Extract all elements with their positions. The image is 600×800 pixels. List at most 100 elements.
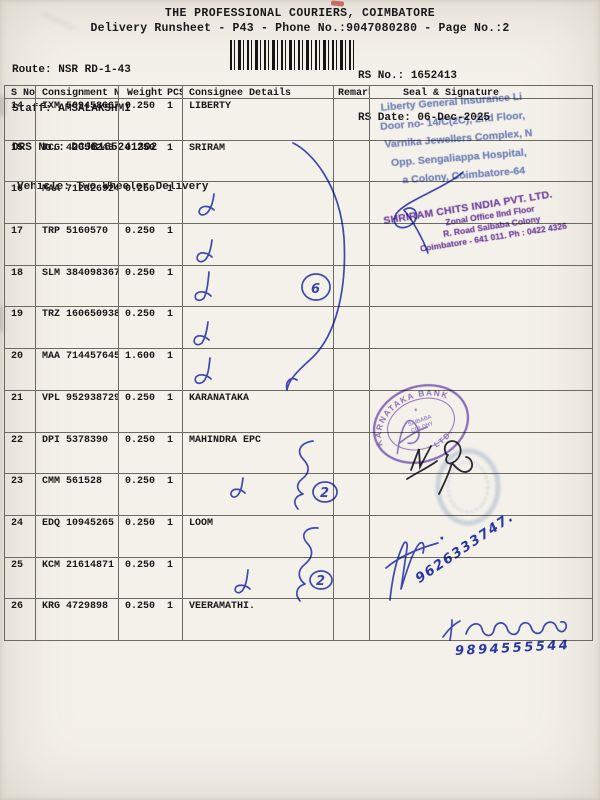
- table-row: 19 TRZ 160650938 0.250 1: [5, 307, 592, 350]
- rs-no-value: 1652413: [410, 70, 458, 82]
- cell-weight: 0.250: [125, 101, 156, 112]
- cell-sno: 21: [5, 390, 36, 432]
- vehicle-label: Vehicle:: [17, 181, 77, 193]
- drs-label: DRS No.:: [12, 142, 72, 154]
- cell-weight: 0.250: [125, 142, 156, 154]
- cell-weight: 0.250: [125, 476, 156, 488]
- cell-weight: 0.250: [125, 309, 156, 321]
- runsheet-barcode: [230, 40, 356, 70]
- table-row: 23 CMM 561528 0.250 1: [5, 474, 592, 516]
- cell-consignment: TRZ 160650938: [36, 307, 119, 349]
- cell-consignment: MAA 714457645: [36, 349, 119, 390]
- cell-remarks: [334, 224, 370, 265]
- cell-weight: 0.250: [125, 517, 156, 529]
- cell-remarks: [334, 599, 370, 640]
- cell-pcs: 1: [164, 390, 183, 432]
- cell-sno: 26: [5, 599, 36, 640]
- company-title: THE PROFESSIONAL COURIERS, COIMBATORE: [164, 7, 436, 20]
- cell-consignment: TRP 5160570: [36, 224, 119, 265]
- cell-pcs: 1: [164, 99, 183, 140]
- cell-seal-signature: [370, 599, 592, 640]
- cell-consignment: EDQ 10945265: [36, 515, 119, 557]
- cell-consignee: [183, 224, 334, 265]
- table-row: 16 MAA 712326924 0.250 1: [5, 182, 592, 225]
- cell-sno: 23: [5, 474, 36, 515]
- route-line: Route: NSR RD-1-43: [12, 64, 208, 77]
- cell-seal-signature: [370, 349, 592, 390]
- cell-remarks: [334, 99, 370, 140]
- cell-consignment: VPL 952938729: [36, 390, 119, 432]
- cell-seal-signature: [370, 391, 592, 432]
- cell-sno: 25: [5, 557, 36, 599]
- cell-seal-signature: [370, 307, 592, 348]
- cell-sno: 17: [5, 224, 36, 265]
- table-row: 25 KCM 21614871 0.250 1: [5, 557, 592, 600]
- scan-red-speck: [330, 0, 345, 7]
- cell-consignment: DPI 5378390: [36, 432, 119, 474]
- cell-weight: 0.250: [125, 267, 156, 279]
- cell-remarks: [334, 515, 370, 557]
- cell-remarks: [334, 432, 370, 474]
- col-header-pcs: PCS: [164, 86, 183, 98]
- col-header-sno: S No: [5, 86, 36, 98]
- drs-value: DCJB165241302: [71, 142, 158, 154]
- cell-sno: 14: [5, 99, 36, 140]
- table-row: 18 SLM 384098367 0.250 1: [5, 265, 592, 308]
- cell-consignment: TCG 42050243: [36, 140, 119, 182]
- table-body: 14 IXM 509458667 0.250 1 LIBERTY 15 TCG …: [5, 99, 592, 640]
- cell-consignee: [183, 182, 334, 224]
- table-row: 21 VPL 952938729 0.250 1 KARANATAKA: [5, 390, 592, 433]
- cell-remarks: [334, 140, 370, 182]
- cell-weight: 0.250: [125, 392, 156, 404]
- cell-consignment: KCM 21614871: [36, 557, 119, 599]
- handwritten-phone-number: 9894555544: [454, 637, 571, 660]
- cell-consignment: SLM 384098367: [36, 265, 119, 307]
- col-header-remarks: Remarks: [334, 86, 370, 98]
- rs-date-value: 06-Dec-2025: [417, 112, 491, 124]
- table-row: 26 KRG 4729898 0.250 1 VEERAMATHI.: [5, 599, 592, 640]
- cell-consignee: [183, 307, 334, 349]
- cell-consignee: SRIRAM: [183, 140, 334, 182]
- cell-seal-signature: [370, 474, 592, 515]
- cell-remarks: [334, 265, 370, 307]
- cell-pcs: 1: [164, 557, 183, 599]
- table-header-row: S No Consignment No Weight PCS Consignee…: [5, 86, 592, 99]
- cell-pcs: 1: [164, 474, 183, 515]
- cell-seal-signature: [370, 558, 592, 599]
- col-header-consignee: Consignee Details: [183, 86, 334, 98]
- cell-weight: 0.250: [125, 559, 156, 571]
- cell-pcs: 1: [164, 515, 183, 557]
- cell-weight: 0.250: [125, 184, 156, 196]
- col-header-weight: Weight: [127, 88, 164, 98]
- cell-seal-signature: [370, 182, 592, 223]
- runsheet-meta: Route: NSR RD-1-43 Staff: AMSALAKSHMI DR…: [12, 38, 208, 220]
- cell-pcs: 1: [164, 349, 183, 390]
- cell-sno: 18: [5, 265, 36, 307]
- cell-sno: 24: [5, 515, 36, 557]
- cell-seal-signature: [370, 433, 592, 474]
- table-row: 14 IXM 509458667 0.250 1 LIBERTY: [5, 99, 592, 141]
- cell-pcs: 1: [164, 140, 183, 182]
- cell-seal-signature: [370, 141, 592, 182]
- cell-pcs: 1: [164, 182, 183, 224]
- drs-line: DRS No.: DCJB165241302: [12, 142, 208, 155]
- vehicle-value: Two Wheeler Delivery: [76, 181, 209, 193]
- cell-consignee: LOOM: [183, 515, 334, 557]
- table-row: 15 TCG 42050243 0.250 1 SRIRAM: [5, 140, 592, 183]
- cell-remarks: [334, 307, 370, 349]
- cell-consignment: IXM 509458667: [36, 99, 119, 140]
- cell-consignee: [183, 557, 334, 599]
- col-header-seal: Seal & Signature: [402, 88, 499, 98]
- table-row: 20 MAA 714457645 1.600 1: [5, 349, 592, 391]
- staff-label: Staff:: [12, 103, 59, 115]
- cell-consignee: VEERAMATHI.: [183, 599, 334, 640]
- rs-date-label: RS Date:: [358, 112, 418, 124]
- cell-pcs: 1: [164, 307, 183, 349]
- col-header-consignment: Consignment No: [36, 86, 119, 98]
- cell-consignee: KARANATAKA: [183, 390, 334, 432]
- consignment-table: S No Consignment No Weight PCS Consignee…: [4, 85, 593, 641]
- cell-weight: 1.600: [125, 351, 156, 363]
- rs-date-line: RS Date: 06-Dec-2025: [358, 111, 490, 125]
- cell-sno: 19: [5, 307, 36, 349]
- cell-consignee: LIBERTY: [183, 99, 334, 140]
